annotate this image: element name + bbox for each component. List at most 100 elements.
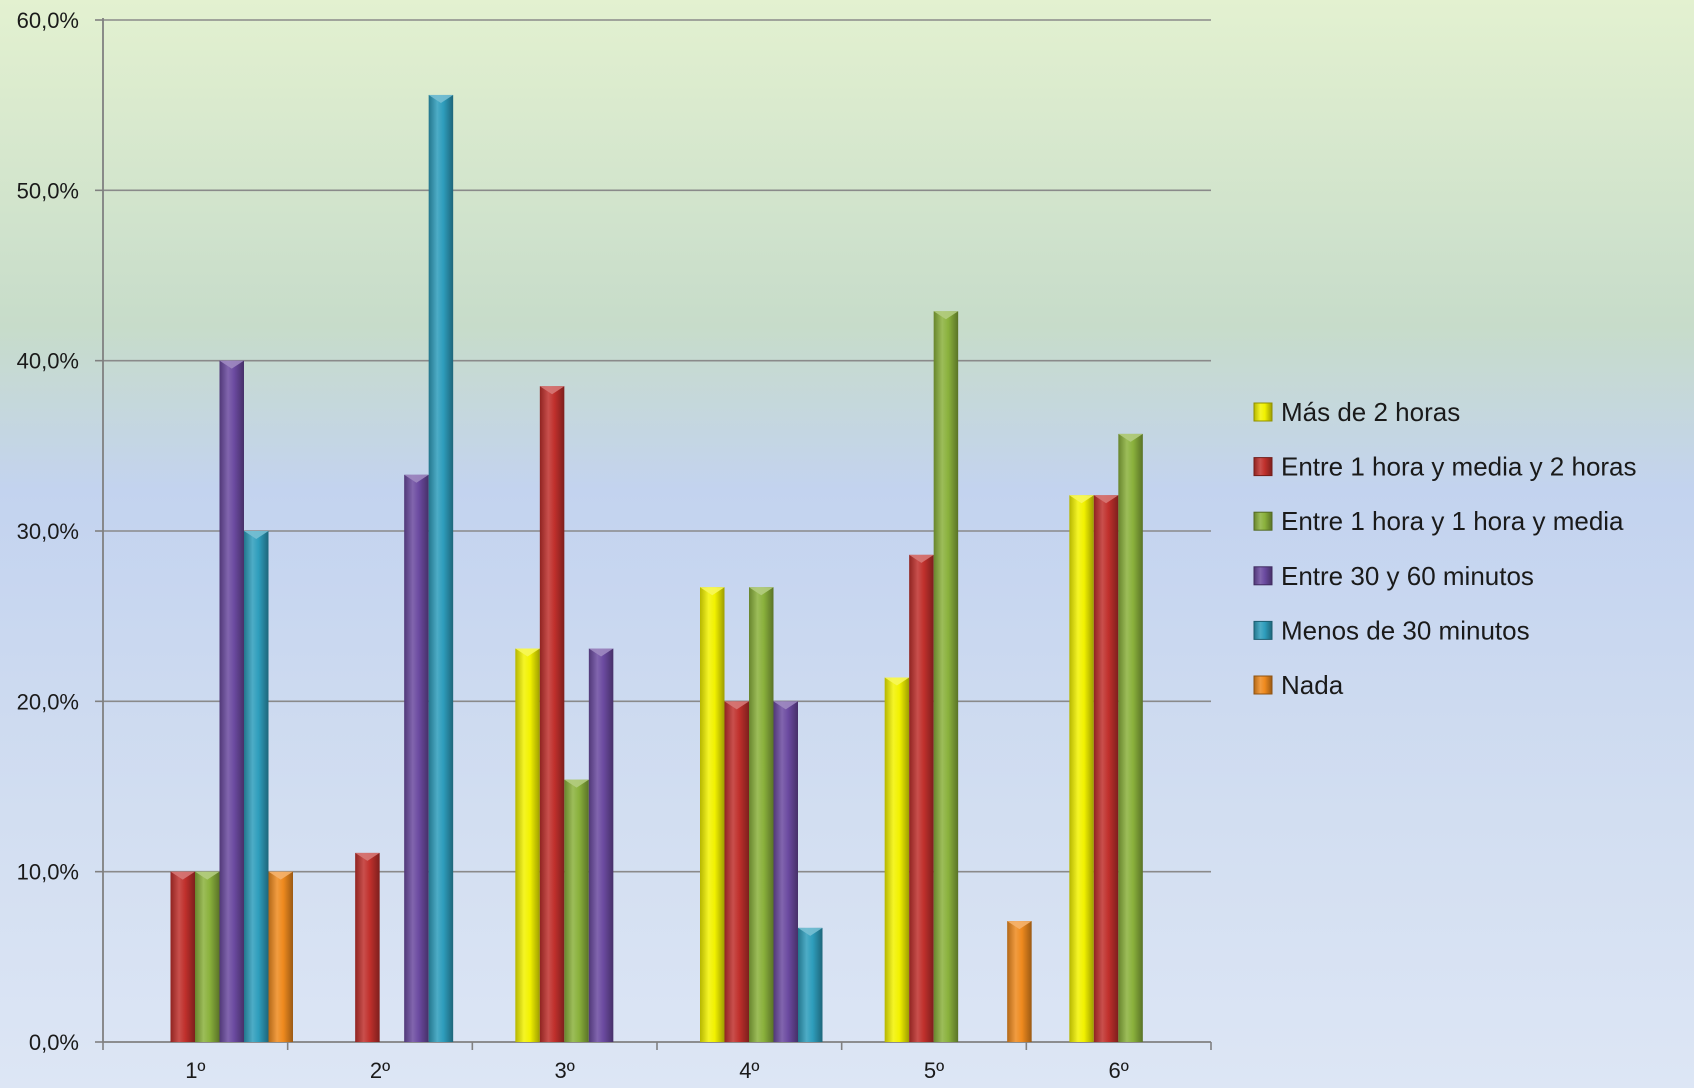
bar — [170, 871, 195, 1042]
bar — [1069, 495, 1094, 1043]
bar — [724, 701, 749, 1042]
bar-body — [1118, 433, 1143, 1042]
bar — [404, 474, 429, 1042]
bar-bevel — [515, 648, 540, 657]
bar-bevel — [773, 701, 798, 710]
y-tick-label: 20,0% — [17, 689, 79, 714]
bar-bevel — [268, 871, 293, 880]
bar — [798, 927, 823, 1042]
bar — [244, 531, 269, 1042]
bar — [1093, 495, 1119, 1043]
bar-bevel — [195, 871, 220, 880]
bar-body — [268, 871, 293, 1042]
bar-body — [909, 554, 934, 1042]
bar-bevel — [700, 587, 725, 596]
bar-body — [749, 587, 774, 1042]
bar-bevel — [404, 474, 429, 483]
bar-body — [884, 677, 910, 1042]
bar-body — [195, 871, 220, 1042]
bar — [564, 779, 589, 1042]
legend-item: Más de 2 horas — [1253, 397, 1460, 427]
bar — [515, 648, 540, 1042]
bar — [588, 648, 614, 1042]
bar — [219, 360, 244, 1043]
bar-body — [700, 587, 725, 1042]
bar-body — [428, 94, 454, 1043]
bar — [539, 386, 565, 1042]
bar-bevel — [539, 386, 565, 395]
bar-body — [933, 311, 959, 1042]
bar-body — [1069, 495, 1094, 1043]
legend-item: Nada — [1253, 670, 1344, 700]
bar-bevel — [798, 927, 823, 936]
bar-body — [1093, 495, 1119, 1043]
legend-swatch — [1253, 457, 1273, 477]
bar-bevel — [564, 779, 589, 788]
legend-item: Menos de 30 minutos — [1253, 615, 1530, 645]
bar-body — [724, 701, 749, 1042]
bar-body — [355, 852, 380, 1042]
x-tick-label: 3º — [555, 1058, 575, 1083]
bar-bevel — [1069, 495, 1094, 504]
bar-body — [219, 360, 244, 1043]
legend-label: Menos de 30 minutos — [1281, 615, 1530, 645]
bar-bevel — [884, 677, 910, 686]
legend-label: Entre 1 hora y 1 hora y media — [1281, 506, 1624, 536]
legend-label: Nada — [1281, 670, 1344, 700]
x-tick-label: 6º — [1109, 1058, 1129, 1083]
y-tick-label: 50,0% — [17, 178, 79, 203]
bar — [1007, 921, 1032, 1042]
bar-body — [564, 779, 589, 1042]
legend-swatch — [1253, 566, 1273, 586]
bar — [355, 852, 380, 1042]
legend-label: Entre 1 hora y media y 2 horas — [1281, 452, 1637, 482]
bar — [749, 587, 774, 1042]
gridlines — [103, 19, 1211, 873]
bar — [933, 311, 959, 1042]
bar-bevel — [1118, 433, 1143, 442]
bar-body — [244, 531, 269, 1042]
legend-item: Entre 1 hora y media y 2 horas — [1253, 452, 1637, 482]
bar — [700, 587, 725, 1042]
bar — [1118, 433, 1143, 1042]
y-tick-label: 0,0% — [29, 1030, 79, 1055]
bars — [170, 94, 1143, 1043]
x-tick-label: 2º — [370, 1058, 390, 1083]
bar-body — [1007, 921, 1032, 1042]
bar-bevel — [933, 311, 959, 320]
tick-labels: 0,0% 10,0% 20,0% 30,0% 40,0% 50,0% 60,0% 1º 2º 3º… — [17, 8, 1129, 1083]
bar — [428, 94, 454, 1043]
x-tick-label: 4º — [739, 1058, 759, 1083]
legend-item: Entre 30 y 60 minutos — [1253, 561, 1534, 591]
legend-item: Entre 1 hora y 1 hora y media — [1253, 506, 1624, 536]
bar-body — [539, 386, 565, 1042]
bar-body — [404, 474, 429, 1042]
bar — [773, 701, 798, 1042]
bar — [909, 554, 934, 1042]
bar-bevel — [244, 531, 269, 539]
bar-bevel — [909, 554, 934, 563]
bar-bevel — [724, 701, 749, 710]
bar-bevel — [170, 871, 195, 880]
bar-bevel — [355, 852, 380, 861]
legend: Más de 2 horas Entre 1 hora y media y 2 h… — [1253, 397, 1637, 700]
x-tick-label: 1º — [185, 1058, 205, 1083]
y-tick-label: 40,0% — [17, 349, 79, 374]
legend-label: Entre 30 y 60 minutos — [1281, 561, 1534, 591]
bar — [268, 871, 293, 1042]
legend-swatch — [1253, 620, 1273, 640]
y-tick-label: 30,0% — [17, 519, 79, 544]
legend-swatch — [1253, 402, 1273, 422]
bar — [884, 677, 910, 1042]
y-tick-label: 10,0% — [17, 860, 79, 885]
bar-bevel — [1007, 921, 1032, 930]
bar-bevel — [219, 360, 244, 369]
bar — [195, 871, 220, 1042]
legend-label: Más de 2 horas — [1281, 397, 1460, 427]
x-tick-label: 5º — [924, 1058, 944, 1083]
bar-body — [798, 927, 823, 1042]
bar-body — [170, 871, 195, 1042]
bar-bevel — [1093, 495, 1119, 504]
